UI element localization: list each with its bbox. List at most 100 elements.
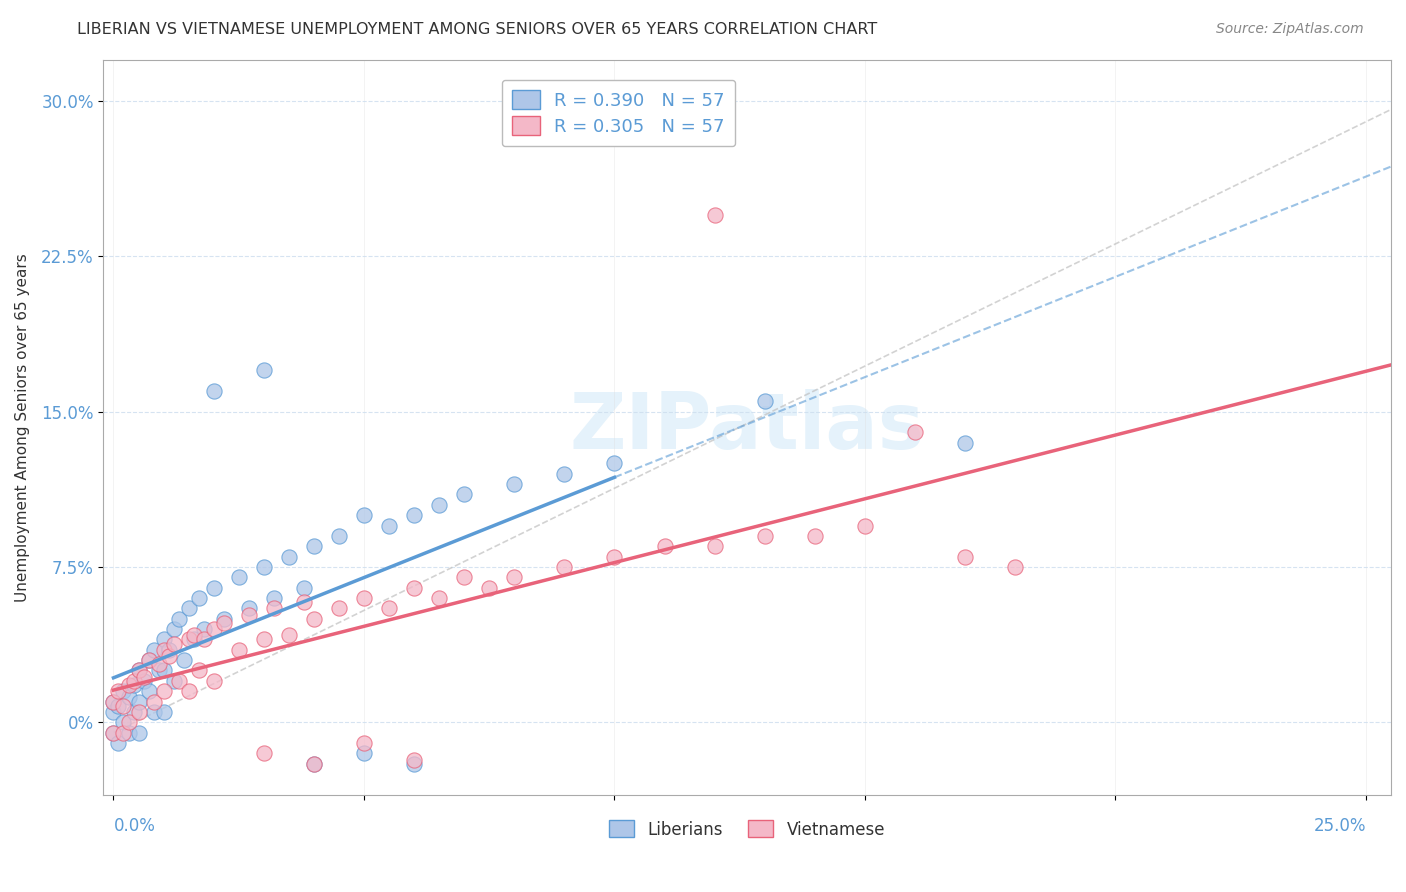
Point	[202, 384, 225, 398]
Point	[107, 698, 129, 713]
Point	[453, 487, 475, 501]
Point	[353, 591, 375, 605]
Point	[292, 595, 315, 609]
Point	[162, 673, 184, 688]
Point	[152, 642, 174, 657]
Point	[157, 642, 180, 657]
Point	[107, 736, 129, 750]
Point	[353, 736, 375, 750]
Point	[404, 752, 426, 766]
Point	[277, 549, 299, 564]
Point	[187, 664, 209, 678]
Point	[202, 673, 225, 688]
Point	[263, 601, 285, 615]
Point	[453, 570, 475, 584]
Point	[112, 715, 135, 730]
Point	[603, 549, 626, 564]
Point	[378, 601, 401, 615]
Point	[128, 664, 150, 678]
Point	[427, 498, 450, 512]
Point	[603, 456, 626, 470]
Point	[142, 642, 165, 657]
Point	[503, 477, 526, 491]
Point	[157, 648, 180, 663]
Point	[177, 632, 200, 647]
Point	[703, 208, 725, 222]
Point	[148, 664, 170, 678]
Point	[754, 529, 776, 543]
Point	[128, 725, 150, 739]
Point	[292, 581, 315, 595]
Point	[212, 612, 235, 626]
Point	[853, 518, 876, 533]
Point	[103, 694, 125, 708]
Point	[112, 698, 135, 713]
Point	[117, 690, 139, 705]
Point	[228, 642, 250, 657]
Point	[328, 529, 350, 543]
Point	[183, 628, 205, 642]
Point	[103, 694, 125, 708]
Point	[112, 684, 135, 698]
Point	[654, 539, 676, 553]
Point	[353, 508, 375, 523]
Point	[804, 529, 827, 543]
Point	[953, 549, 976, 564]
Point	[1004, 560, 1026, 574]
Point	[253, 560, 276, 574]
Point	[132, 673, 155, 688]
Point	[152, 705, 174, 719]
Point	[302, 539, 325, 553]
Point	[302, 612, 325, 626]
Point	[128, 664, 150, 678]
Text: 0.0%: 0.0%	[114, 817, 155, 836]
Point	[193, 622, 215, 636]
Point	[138, 684, 160, 698]
Point	[122, 678, 145, 692]
Point	[238, 601, 260, 615]
Point	[277, 628, 299, 642]
Point	[142, 705, 165, 719]
Point	[117, 715, 139, 730]
Point	[263, 591, 285, 605]
Point	[183, 632, 205, 647]
Point	[142, 694, 165, 708]
Point	[162, 636, 184, 650]
Point	[427, 591, 450, 605]
Point	[103, 705, 125, 719]
Point	[302, 756, 325, 771]
Point	[152, 684, 174, 698]
Point	[302, 756, 325, 771]
Point	[117, 725, 139, 739]
Point	[253, 632, 276, 647]
Point	[953, 435, 976, 450]
Point	[404, 508, 426, 523]
Point	[173, 653, 195, 667]
Point	[202, 622, 225, 636]
Point	[253, 746, 276, 760]
Point	[103, 725, 125, 739]
Point	[128, 705, 150, 719]
Point	[152, 632, 174, 647]
Point	[553, 560, 575, 574]
Point	[107, 684, 129, 698]
Point	[503, 570, 526, 584]
Point	[378, 518, 401, 533]
Point	[138, 653, 160, 667]
Point	[754, 394, 776, 409]
Point	[148, 657, 170, 672]
Point	[228, 570, 250, 584]
Text: ZIPatlas: ZIPatlas	[569, 389, 925, 465]
Point	[167, 612, 190, 626]
Point	[132, 670, 155, 684]
Point	[478, 581, 501, 595]
Point	[404, 581, 426, 595]
Point	[703, 539, 725, 553]
Point	[353, 746, 375, 760]
Point	[553, 467, 575, 481]
Point	[238, 607, 260, 622]
Point	[103, 725, 125, 739]
Point	[404, 756, 426, 771]
Point	[202, 581, 225, 595]
Point	[193, 632, 215, 647]
